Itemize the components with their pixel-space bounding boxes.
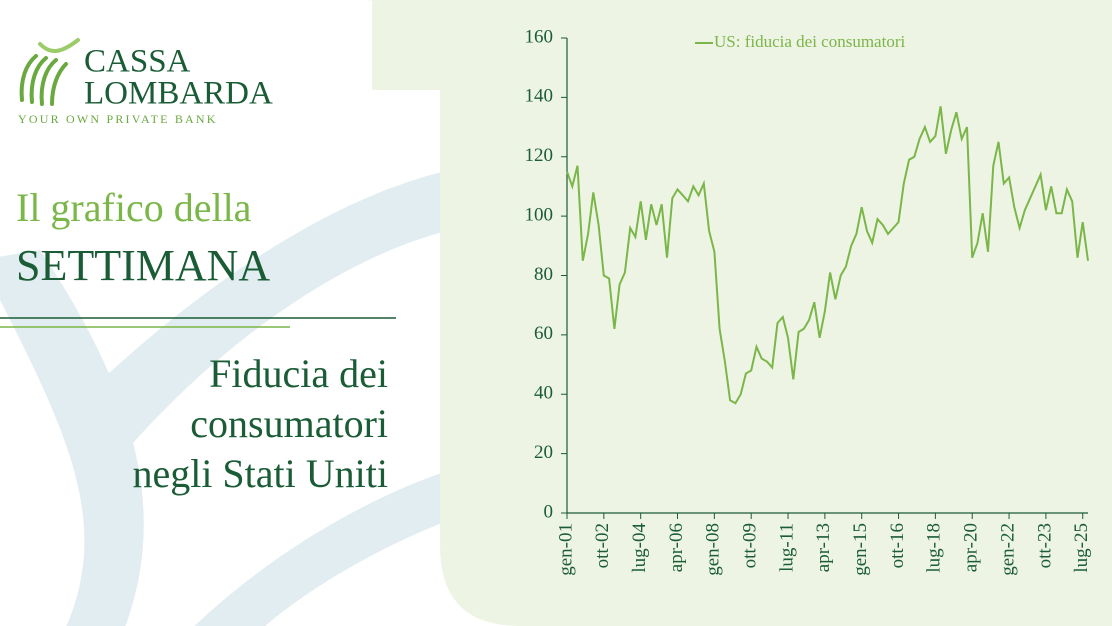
x-tick-label: apr-20 bbox=[961, 523, 982, 572]
subtitle: negli Stati Uniti bbox=[132, 451, 388, 496]
brand-name: LOMBARDA bbox=[84, 76, 273, 112]
x-tick-label: gen-01 bbox=[555, 523, 576, 576]
brand-name: CASSA bbox=[84, 44, 191, 80]
x-tick-label: gen-08 bbox=[703, 523, 724, 576]
heading-1: Il grafico della bbox=[16, 185, 252, 230]
brand-tagline: YOUR OWN PRIVATE BANK bbox=[18, 112, 218, 126]
x-tick-label: lug-18 bbox=[924, 523, 945, 573]
y-tick-label: 120 bbox=[525, 145, 554, 166]
x-tick-label: lug-25 bbox=[1071, 523, 1092, 573]
logo-mark bbox=[19, 38, 80, 106]
heading-2: SETTIMANA bbox=[16, 241, 270, 290]
x-tick-label: lug-04 bbox=[629, 523, 650, 573]
x-tick-label: apr-06 bbox=[666, 523, 687, 572]
x-tick-label: apr-13 bbox=[813, 523, 834, 572]
y-tick-label: 160 bbox=[525, 26, 554, 47]
y-tick-label: 80 bbox=[534, 264, 553, 285]
y-tick-label: 0 bbox=[544, 501, 554, 522]
subtitle: Fiducia dei bbox=[209, 351, 388, 396]
panel-corner bbox=[372, 0, 440, 80]
x-tick-label: lug-11 bbox=[776, 523, 797, 572]
x-tick-label: gen-15 bbox=[850, 523, 871, 576]
y-tick-label: 60 bbox=[534, 323, 553, 344]
chart: 0 20 40 60 80 100 120 140 160 gen-01 ott-02 lug-04 a… bbox=[525, 26, 1093, 575]
x-tick-label: gen-22 bbox=[997, 523, 1018, 576]
y-tick-label: 100 bbox=[525, 204, 554, 225]
y-tick-label: 20 bbox=[534, 442, 553, 463]
subtitle: consumatori bbox=[190, 401, 388, 446]
chart-panel bbox=[360, 0, 1112, 626]
y-tick-label: 140 bbox=[525, 86, 554, 107]
line-series bbox=[566, 106, 1089, 405]
x-tick-label: ott-16 bbox=[887, 523, 908, 568]
brush-stroke bbox=[194, 470, 450, 626]
y-tick-label: 40 bbox=[534, 383, 553, 404]
decoration bbox=[0, 170, 450, 626]
x-tick-label: ott-23 bbox=[1034, 523, 1055, 568]
legend-label: US: fiducia dei consumatori bbox=[714, 32, 905, 51]
brush-stroke bbox=[60, 170, 450, 470]
x-tick-label: ott-09 bbox=[740, 523, 761, 568]
x-tick-label: ott-02 bbox=[592, 523, 613, 568]
brush-stroke bbox=[0, 250, 144, 626]
